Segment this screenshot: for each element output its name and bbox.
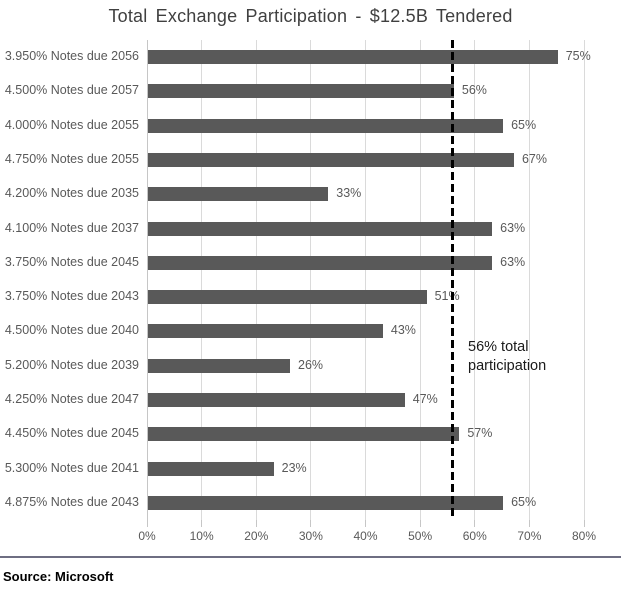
axis-tick [310,520,312,527]
bar-value-label: 33% [336,186,362,201]
gridline [474,40,476,520]
category-label: 5.200% Notes due 2039 [4,357,139,372]
gridline [310,40,312,520]
bar-value-label: 26% [298,357,324,372]
bar-value-label: 47% [412,392,438,406]
bar-value-label: 43% [390,323,416,338]
x-tick-label: 80% [571,529,597,543]
category-label: 4.500% Notes due 2057 [4,83,139,98]
gridline [528,40,530,520]
bar [148,255,493,270]
category-label: 3.750% Notes due 2043 [4,289,139,304]
chart-title: Total Exchange Participation - $12.5B Te… [108,6,513,26]
bar-value-label: 65% [511,117,537,132]
axis-tick [201,520,203,527]
annotation-line-2: participation [468,358,547,374]
x-tick-label: 10% [189,529,214,543]
gridline [365,40,366,520]
category-label: 4.500% Notes due 2040 [4,323,139,338]
x-tick-label: 20% [244,529,269,543]
reference-line [451,40,455,520]
bar [148,495,504,510]
bar-value-label: 75% [565,49,591,64]
bar-value-label: 67% [521,152,548,166]
bar [148,324,383,339]
axis-tick [583,520,585,527]
category-label: 3.750% Notes due 2045 [4,254,139,269]
bar [148,393,405,407]
category-label: 4.200% Notes due 2035 [4,186,139,201]
bar [148,187,329,202]
annotation-line-1: 56% total [468,339,529,355]
gridline [583,40,585,520]
bar-value-label: 56% [461,83,487,98]
bar [148,358,291,373]
gridline [419,40,421,520]
source-note: Source: Microsoft [3,569,114,584]
bar-value-label: 65% [511,494,537,509]
gridline [201,40,203,520]
axis-tick [528,520,530,527]
category-label: 3.950% Notes due 2056 [4,49,139,64]
axis-tick [474,520,476,527]
bar [148,461,274,476]
y-axis-line [146,40,148,520]
category-label: 4.750% Notes due 2055 [4,152,139,166]
bar-value-label: 63% [500,254,526,269]
bar [148,84,454,99]
divider-rule [0,556,621,558]
axis-tick [419,520,421,527]
x-tick-label: 50% [408,529,433,543]
x-tick-label: 30% [298,529,323,543]
bar-value-label: 23% [281,460,307,475]
axis-tick [255,520,257,527]
gridline [255,40,257,520]
bar [148,221,493,236]
bar [148,50,558,65]
x-tick-label: 70% [517,529,542,543]
category-label: 4.450% Notes due 2045 [4,426,139,441]
bar [148,118,504,133]
x-tick-label: 40% [353,529,378,543]
category-label: 5.300% Notes due 2041 [4,460,139,475]
category-label: 4.250% Notes due 2047 [4,392,139,406]
category-label: 4.875% Notes due 2043 [4,494,139,509]
category-label: 4.100% Notes due 2037 [4,220,139,235]
bar [148,290,427,305]
axis-tick [146,520,148,527]
bar [148,153,514,167]
bar [148,427,460,442]
x-tick-label: 0% [138,529,156,543]
category-label: 4.000% Notes due 2055 [4,117,139,132]
bar-value-label: 57% [467,426,493,441]
reference-line-annotation: 56% total participation [468,338,546,376]
x-tick-label: 60% [462,529,487,543]
axis-tick [365,520,366,527]
bar-value-label: 51% [434,289,460,304]
bar-value-label: 63% [500,220,526,235]
